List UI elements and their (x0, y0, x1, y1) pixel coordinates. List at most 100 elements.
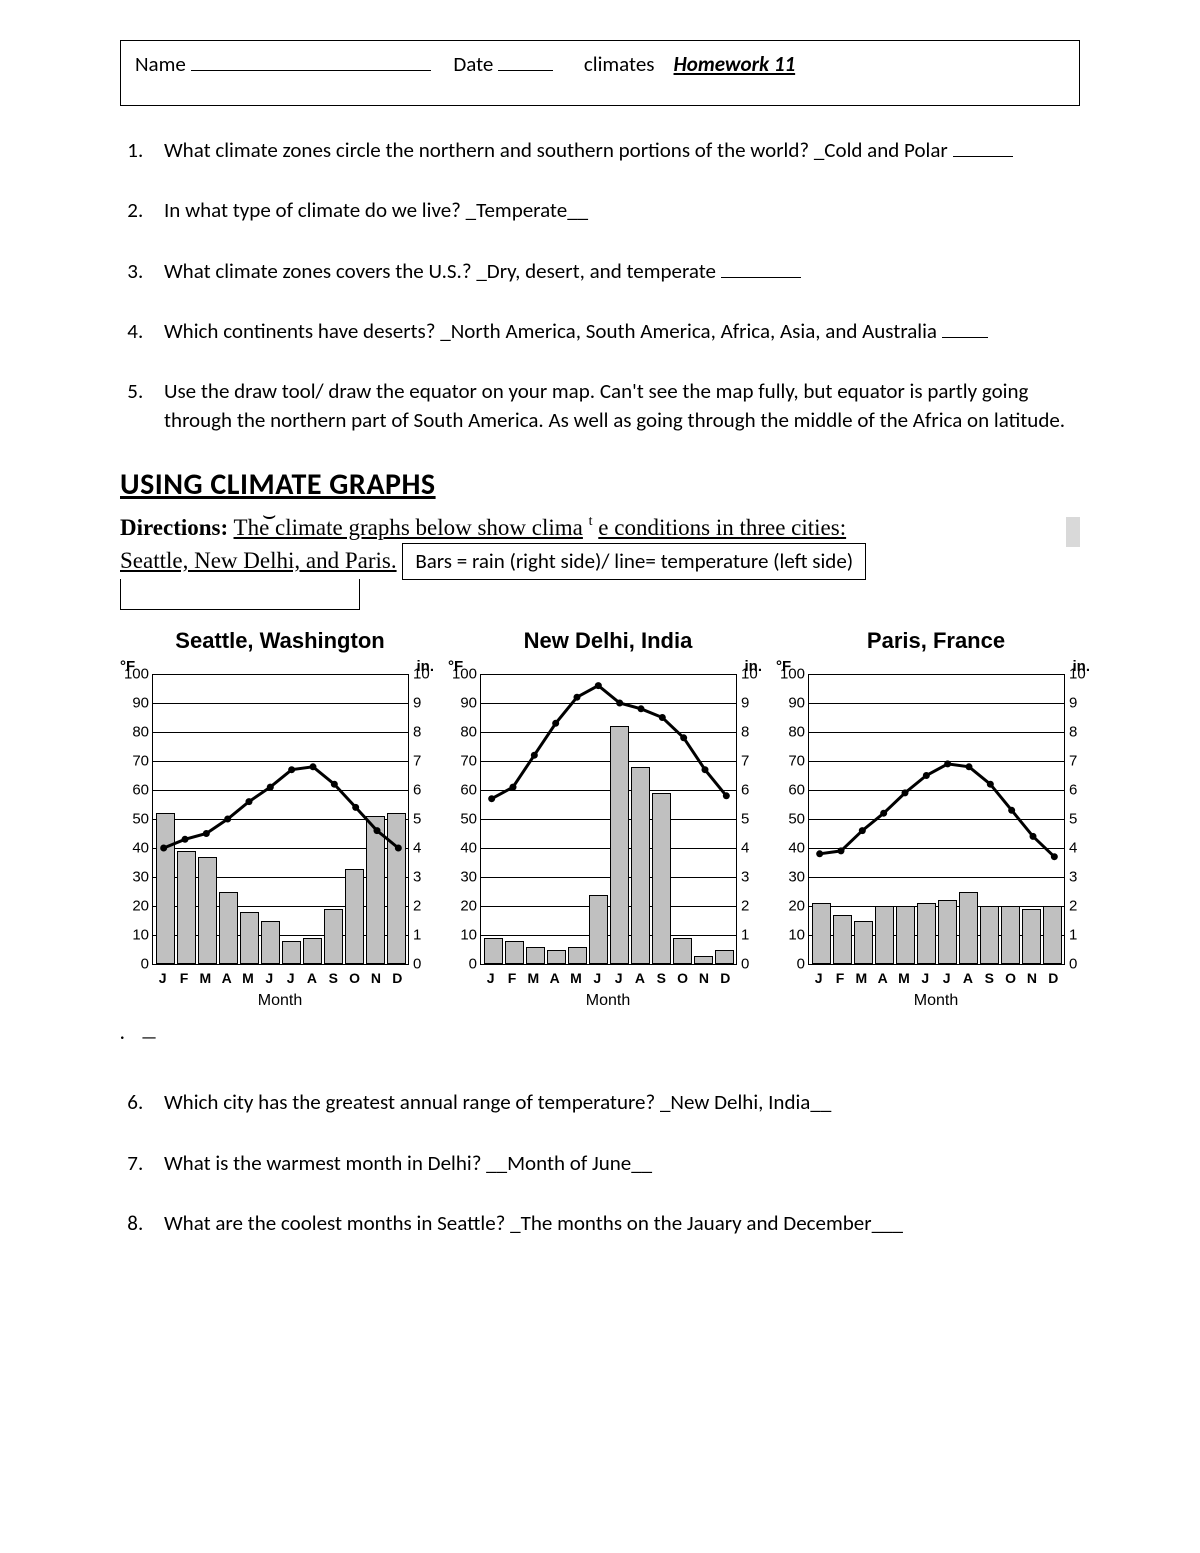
tick-left: 20 (449, 898, 477, 915)
tick-left: 70 (121, 753, 149, 770)
precip-bar (219, 892, 238, 965)
tick-left: 100 (121, 666, 149, 683)
answer-blank[interactable] (953, 142, 1013, 157)
precip-bar (917, 903, 936, 964)
question-item: What is the warmest month in Delhi? __Mo… (148, 1149, 1080, 1177)
header-box: Name Date climates Homework 11 (120, 40, 1080, 106)
precip-bar (324, 909, 343, 964)
precip-bar (896, 906, 915, 964)
directions-text-2: Seattle, New Delhi, and Paris. (120, 548, 397, 573)
climate-chart: Paris, France°Fin.1001090980870760650540… (776, 628, 1096, 1018)
tick-right: 5 (741, 811, 765, 828)
tick-right: 2 (1069, 898, 1093, 915)
precip-bar (980, 906, 999, 964)
question-list: What climate zones circle the northern a… (148, 136, 1080, 434)
name-blank[interactable] (191, 52, 431, 71)
under-legend-box (120, 579, 360, 610)
tick-left: 30 (121, 869, 149, 886)
precip-bar (959, 892, 978, 965)
question-list-2: Which city has the greatest annual range… (148, 1088, 1080, 1237)
tick-right: 10 (1069, 666, 1093, 683)
tick-right: 1 (1069, 927, 1093, 944)
tick-right: 10 (413, 666, 437, 683)
tick-right: 8 (413, 724, 437, 741)
chart-title: Paris, France (776, 628, 1096, 654)
gray-mark (1066, 517, 1080, 547)
tick-right: 10 (741, 666, 765, 683)
date-label: Date (453, 51, 493, 77)
legend-box: Bars = rain (right side)/ line= temperat… (402, 543, 866, 580)
tick-right: 7 (1069, 753, 1093, 770)
tick-left: 50 (777, 811, 805, 828)
answer-blank[interactable] (721, 263, 801, 278)
precip-bar (303, 938, 322, 964)
month-caption: Month (776, 992, 1096, 1010)
tick-right: 7 (741, 753, 765, 770)
precip-bar (177, 851, 196, 964)
precip-bar (715, 950, 734, 965)
tick-right: 7 (413, 753, 437, 770)
precip-bar (505, 941, 524, 964)
question-item: Use the draw tool/ draw the equator on y… (148, 377, 1080, 434)
assignment-label: Homework 11 (674, 51, 796, 77)
precip-bar (198, 857, 217, 964)
tick-left: 20 (121, 898, 149, 915)
month-caption: Month (448, 992, 768, 1010)
tick-right: 2 (413, 898, 437, 915)
tick-left: 90 (777, 695, 805, 712)
precip-bar (240, 912, 259, 964)
tick-left: 60 (121, 782, 149, 799)
precip-bar (854, 921, 873, 965)
tick-right: 6 (413, 782, 437, 799)
tick-right: 9 (741, 695, 765, 712)
dash-mark: · — (120, 1026, 1080, 1048)
month-caption: Month (120, 992, 440, 1010)
tick-right: 8 (1069, 724, 1093, 741)
tick-left: 80 (777, 724, 805, 741)
precip-bar (1022, 909, 1041, 964)
precip-bar (547, 950, 566, 965)
plot-area: 1001090980870760650540430320210100 (808, 674, 1065, 965)
tick-left: 40 (777, 840, 805, 857)
climate-chart: Seattle, Washington°Fin.1001090980870760… (120, 628, 440, 1018)
charts-row: Seattle, Washington°Fin.1001090980870760… (120, 628, 1080, 1018)
tick-right: 1 (741, 927, 765, 944)
precip-bar (366, 816, 385, 964)
tick-left: 50 (449, 811, 477, 828)
answer-blank[interactable] (942, 323, 988, 338)
month-row: JFMAMJJASOND (808, 970, 1064, 986)
tick-left: 20 (777, 898, 805, 915)
precip-bar (673, 938, 692, 964)
plot-area: 1001090980870760650540430320210100 (480, 674, 737, 965)
date-blank[interactable] (498, 52, 553, 71)
precip-bar (1043, 906, 1062, 964)
tick-left: 50 (121, 811, 149, 828)
month-row: JFMAMJJASOND (480, 970, 736, 986)
precip-bar (345, 869, 364, 965)
tick-right: 3 (413, 869, 437, 886)
tick-left: 0 (121, 956, 149, 973)
precip-bar (589, 895, 608, 965)
section-heading: USING CLIMATE GRAPHS (120, 466, 1080, 503)
tick-left: 90 (121, 695, 149, 712)
tick-right: 5 (1069, 811, 1093, 828)
question-item: Which continents have deserts? _North Am… (148, 317, 1080, 345)
precip-bar (526, 947, 545, 964)
tick-right: 8 (741, 724, 765, 741)
precip-bar (484, 938, 503, 964)
directions: Directions: The climate graphs below sho… (120, 513, 1080, 610)
precip-bar (1001, 906, 1020, 964)
tick-right: 5 (413, 811, 437, 828)
tick-right: 6 (1069, 782, 1093, 799)
precip-bar (652, 793, 671, 964)
tick-left: 10 (121, 927, 149, 944)
precip-bar (568, 947, 587, 964)
tick-left: 70 (449, 753, 477, 770)
tick-right: 0 (413, 956, 437, 973)
tick-left: 40 (449, 840, 477, 857)
precip-bar (156, 813, 175, 964)
precip-bar (694, 956, 713, 965)
worksheet-page: Name Date climates Homework 11 What clim… (0, 0, 1200, 1329)
question-item: Which city has the greatest annual range… (148, 1088, 1080, 1116)
directions-label: Directions: (120, 515, 228, 540)
